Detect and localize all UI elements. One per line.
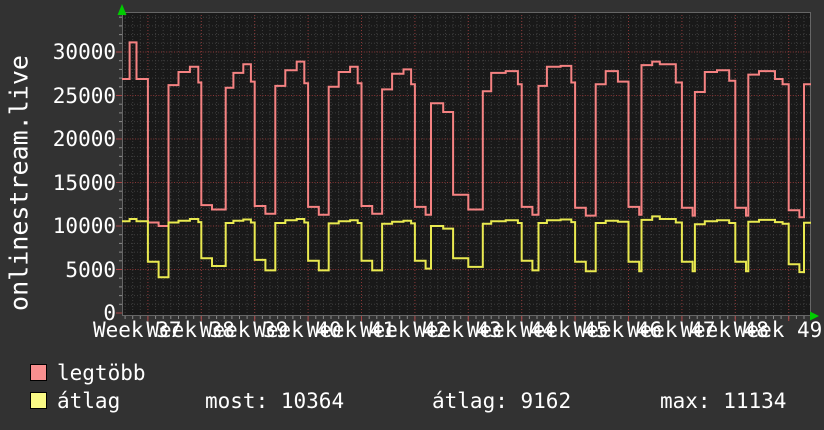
legend-swatch-legtobb: [30, 364, 47, 381]
y-tick-label: 25000: [52, 83, 116, 108]
stat-max: max: 11134: [660, 390, 786, 412]
legend-swatch-atlag: [30, 392, 47, 409]
y-tick-label: 30000: [52, 40, 116, 64]
stat-atlag-label: átlag:: [432, 389, 508, 413]
y-tick-label: 15000: [52, 170, 116, 195]
stat-most-label: most:: [205, 389, 269, 413]
x-tick-label: Week 40: [253, 318, 342, 342]
x-tick-label: Week 47: [627, 318, 716, 342]
x-tick-label: Week 44: [466, 318, 556, 342]
x-tick-label: Week 37: [93, 318, 182, 342]
plot-area: [116, 4, 819, 321]
x-tick-label: Week 38: [146, 318, 235, 342]
chart-canvas: [116, 4, 819, 321]
stat-max-label: max:: [660, 389, 711, 413]
legend-label-legtobb: legtöbb: [57, 361, 146, 385]
stat-atlag-value: 9162: [520, 389, 572, 413]
x-tick-label: Week 42: [360, 318, 449, 342]
x-tick-label: Week 41: [306, 318, 396, 342]
x-tick-label: Week 43: [413, 318, 502, 342]
y-tick-label: 5000: [65, 257, 116, 282]
x-tick-label: Week 49: [733, 318, 823, 342]
stat-max-value: 11134: [723, 389, 787, 413]
y-tick-label: 10000: [52, 214, 116, 238]
stat-most-value: 10364: [280, 389, 345, 413]
y-tick-label: 20000: [52, 127, 116, 151]
legend-label-atlag: átlag: [57, 389, 121, 413]
x-tick-label: Week 45: [520, 318, 609, 342]
x-tick-label: Week 39: [199, 318, 289, 342]
x-tick-label: Week 46: [573, 318, 663, 342]
stat-most: most: 10364: [205, 390, 344, 412]
y-tick-label: 0: [103, 301, 116, 325]
stat-atlag: átlag: 9162: [432, 390, 571, 412]
x-tick-label: Week 48: [680, 318, 769, 342]
